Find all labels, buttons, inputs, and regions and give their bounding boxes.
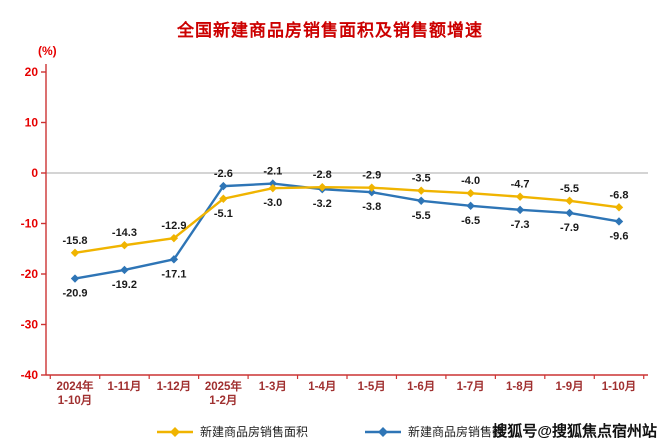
legend-marker-sales-area-icon (156, 426, 193, 437)
svg-text:-20.9: -20.9 (62, 288, 87, 300)
svg-text:-40: -40 (21, 368, 39, 382)
svg-text:-5.1: -5.1 (214, 208, 233, 220)
svg-text:10: 10 (25, 116, 39, 130)
svg-text:-3.8: -3.8 (362, 201, 381, 213)
legend-label-sales-amount: 新建商品房销售额 (408, 425, 505, 439)
svg-text:1-2月: 1-2月 (209, 394, 237, 407)
svg-text:2025年: 2025年 (205, 379, 243, 393)
svg-text:-7.3: -7.3 (511, 219, 530, 231)
svg-text:1-10月: 1-10月 (58, 394, 93, 407)
svg-text:-30: -30 (21, 318, 39, 332)
svg-text:1-8月: 1-8月 (506, 380, 534, 393)
svg-text:-5.5: -5.5 (412, 210, 431, 222)
svg-text:-3.5: -3.5 (412, 173, 431, 185)
svg-text:-10: -10 (21, 217, 39, 231)
svg-text:-4.7: -4.7 (511, 179, 530, 191)
svg-text:1-11月: 1-11月 (108, 380, 142, 393)
svg-text:1-3月: 1-3月 (259, 380, 287, 393)
legend-label-sales-area: 新建商品房销售面积 (199, 425, 308, 439)
svg-text:-3.2: -3.2 (313, 198, 332, 210)
svg-text:1-5月: 1-5月 (358, 380, 386, 393)
legend-item-sales-area: 新建商品房销售面积 (156, 423, 308, 440)
svg-text:-6.8: -6.8 (610, 189, 629, 201)
svg-text:-9.6: -9.6 (610, 230, 629, 242)
svg-text:-2.6: -2.6 (214, 168, 233, 180)
svg-text:-2.1: -2.1 (263, 166, 282, 178)
svg-text:1-12月: 1-12月 (157, 380, 192, 393)
svg-text:-2.9: -2.9 (362, 170, 381, 182)
chart-title: 全国新建商品房销售面积及销售额增速 (177, 21, 483, 40)
y-axis-unit-label: (%) (38, 44, 57, 58)
svg-text:-4.0: -4.0 (461, 175, 480, 187)
svg-text:-15.8: -15.8 (62, 235, 87, 247)
svg-text:1-4月: 1-4月 (308, 380, 336, 393)
svg-text:-7.9: -7.9 (560, 222, 579, 234)
svg-text:1-10月: 1-10月 (602, 380, 637, 393)
svg-text:-17.1: -17.1 (161, 268, 186, 280)
svg-text:-5.5: -5.5 (560, 183, 579, 195)
legend-marker-sales-amount-icon (365, 426, 401, 437)
svg-text:1-6月: 1-6月 (407, 380, 435, 393)
svg-text:-19.2: -19.2 (112, 279, 137, 291)
svg-text:2024年: 2024年 (56, 379, 94, 393)
svg-text:20: 20 (25, 65, 39, 79)
svg-text:-2.8: -2.8 (313, 169, 332, 181)
watermark: 搜狐号@搜狐焦点宿州站 (492, 423, 657, 440)
legend-item-sales-amount: 新建商品房销售额 (364, 423, 504, 440)
svg-text:-14.3: -14.3 (112, 227, 137, 239)
svg-text:-3.0: -3.0 (263, 197, 282, 209)
svg-text:-20: -20 (21, 267, 39, 281)
svg-text:1-9月: 1-9月 (555, 380, 583, 393)
svg-text:-6.5: -6.5 (461, 215, 480, 227)
svg-text:1-7月: 1-7月 (457, 380, 485, 393)
svg-text:0: 0 (31, 166, 38, 180)
svg-text:-12.9: -12.9 (161, 220, 186, 232)
chart-legend: 新建商品房销售面积 新建商品房销售额 (0, 423, 660, 440)
